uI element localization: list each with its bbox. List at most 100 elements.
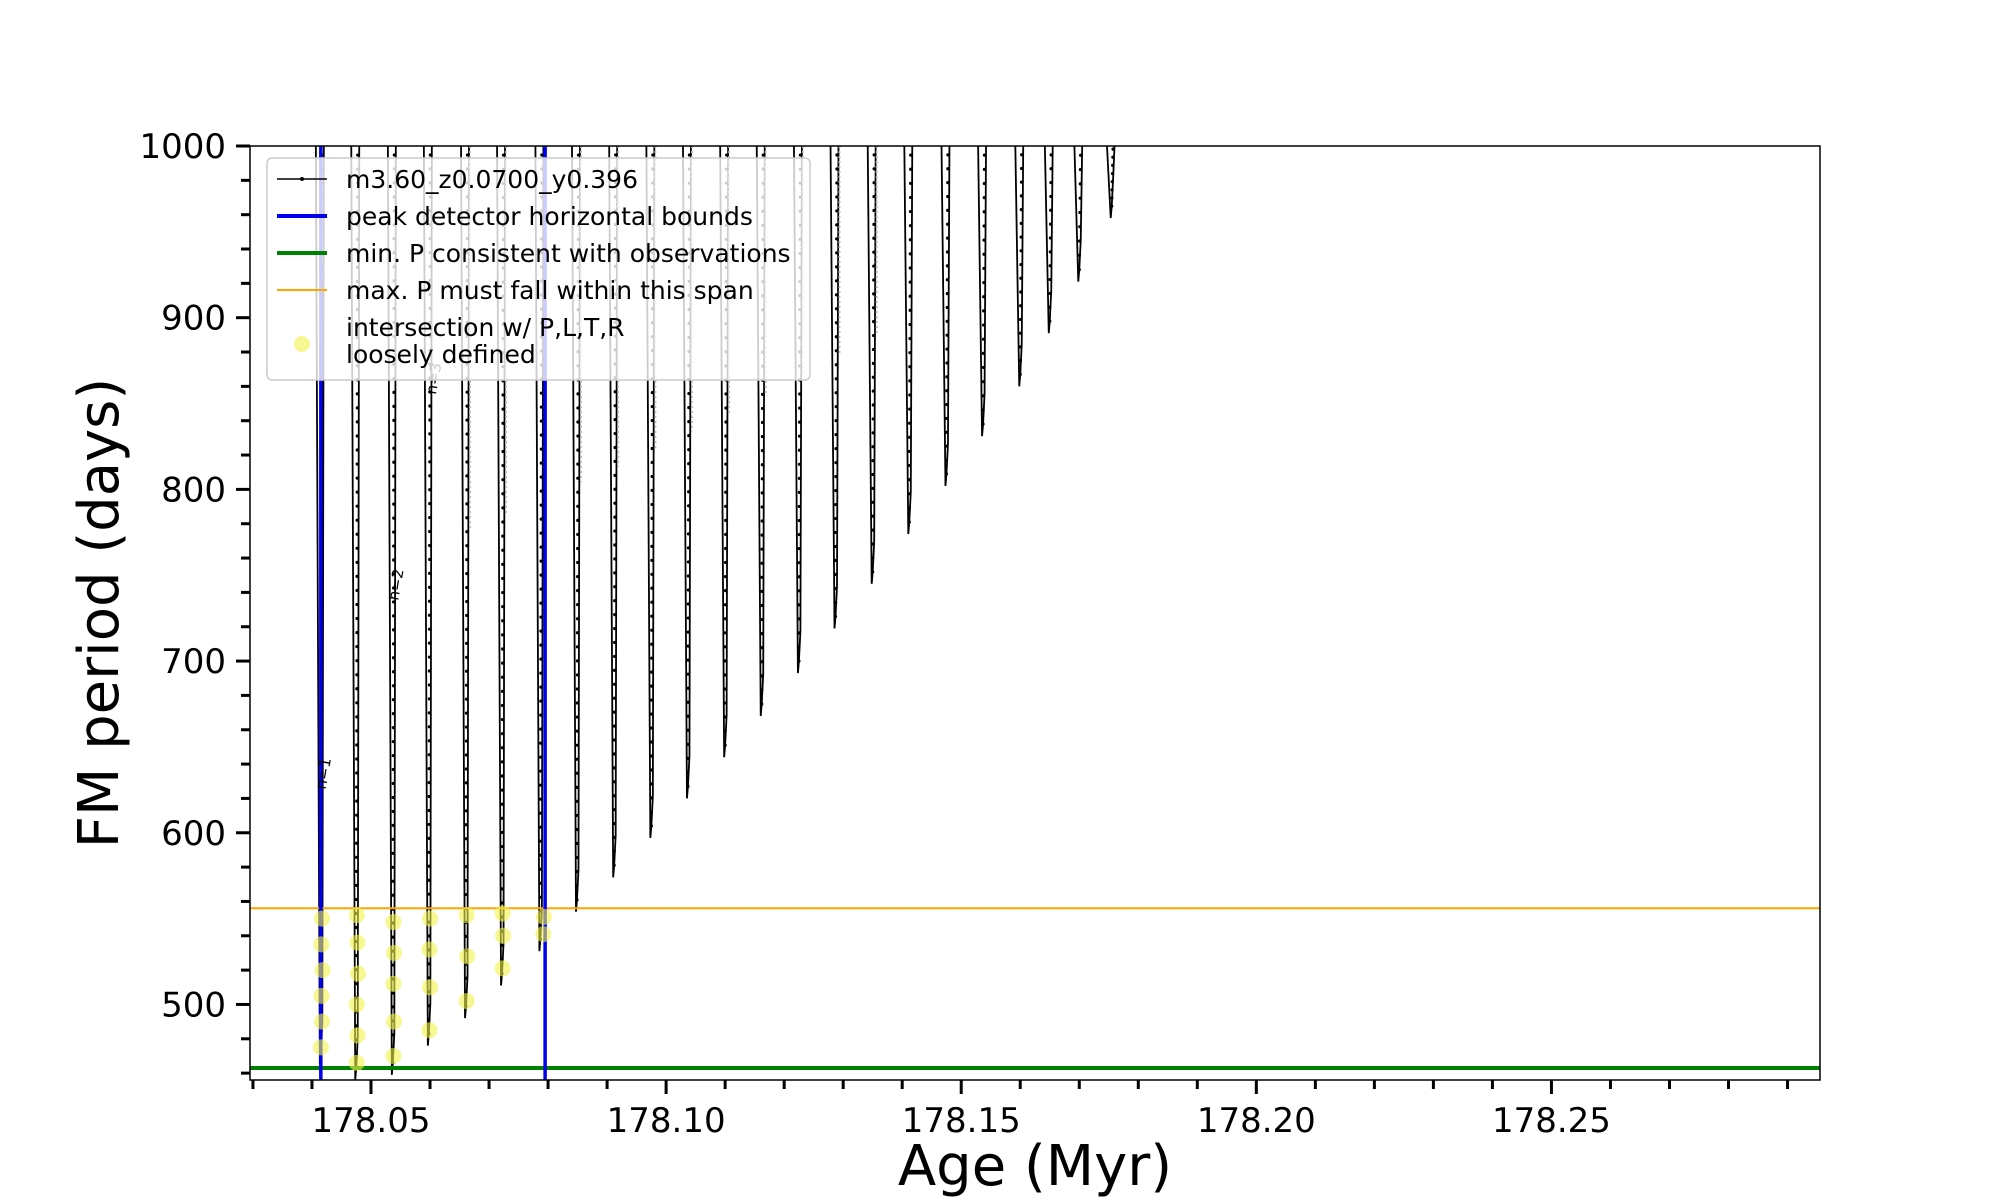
intersection-point bbox=[494, 960, 511, 977]
track-sample-point bbox=[500, 661, 505, 665]
track-sample-point bbox=[539, 461, 543, 465]
track-sample-point bbox=[872, 264, 876, 268]
track-sample-point bbox=[650, 418, 654, 423]
track-sample-point bbox=[539, 517, 543, 521]
track-sample-point bbox=[835, 153, 839, 157]
track-sample-point bbox=[797, 603, 801, 607]
track-sample-point bbox=[945, 402, 949, 407]
track-sample-point bbox=[576, 532, 580, 537]
track-sample-point bbox=[981, 380, 985, 384]
track-sample-point bbox=[575, 898, 579, 902]
track-sample-point bbox=[834, 516, 838, 521]
track-sample-point bbox=[760, 617, 764, 622]
track-sample-point bbox=[392, 432, 396, 436]
track-sample-point bbox=[650, 474, 654, 479]
intersection-points bbox=[312, 905, 552, 1071]
track-sample-point bbox=[835, 237, 839, 241]
track-sample-point bbox=[908, 252, 912, 256]
track-sample-point bbox=[724, 420, 728, 424]
track-sample-point bbox=[355, 743, 359, 747]
intersection-point bbox=[535, 926, 552, 943]
track-sample-point bbox=[539, 475, 543, 479]
track-sample-point bbox=[464, 990, 468, 994]
track-sample-point bbox=[1050, 139, 1053, 142]
track-sample-point bbox=[908, 294, 912, 298]
cycle-annotation: n=2 bbox=[384, 567, 407, 601]
track-sample-point bbox=[944, 472, 949, 476]
track-sample-point bbox=[427, 585, 432, 589]
track-sample-point bbox=[1048, 291, 1052, 296]
track-sample-point bbox=[723, 743, 727, 747]
track-sample-point bbox=[872, 208, 876, 213]
track-sample-point bbox=[355, 785, 359, 789]
track-sample-point bbox=[1019, 249, 1023, 253]
track-sample-point bbox=[575, 603, 580, 607]
track-sample-point bbox=[391, 726, 395, 730]
track-sample-point bbox=[981, 422, 985, 426]
track-sample-point bbox=[760, 519, 764, 523]
track-sample-point bbox=[539, 587, 543, 591]
track-sample-point bbox=[724, 462, 728, 466]
track-sample-point bbox=[835, 265, 839, 269]
track-sample-point bbox=[724, 518, 728, 522]
track-sample-point bbox=[428, 404, 432, 408]
track-sample-point bbox=[464, 725, 469, 729]
track-sample-point bbox=[945, 361, 949, 365]
track-sample-point bbox=[797, 589, 801, 593]
track-sample-point bbox=[835, 181, 839, 185]
track-sample-point bbox=[650, 600, 654, 604]
track-sample-point bbox=[724, 406, 728, 410]
track-sample-point bbox=[354, 925, 359, 930]
track-sample-point bbox=[723, 645, 727, 649]
track-sample-point bbox=[575, 715, 579, 719]
track-sample-point bbox=[539, 391, 544, 395]
track-sample-point bbox=[427, 808, 431, 813]
track-sample-point bbox=[576, 504, 580, 508]
track-sample-point bbox=[1019, 276, 1023, 280]
track-sample-point bbox=[723, 603, 728, 607]
track-sample-point bbox=[391, 670, 396, 674]
intersection-point bbox=[385, 1047, 402, 1064]
track-sample-point bbox=[612, 696, 617, 700]
track-sample-point bbox=[1077, 268, 1081, 272]
track-cycle-descending bbox=[1043, 146, 1051, 334]
track-sample-point bbox=[427, 627, 432, 631]
track-sample-point bbox=[501, 435, 505, 439]
track-sample-point bbox=[427, 794, 431, 799]
track-cycle-descending bbox=[608, 146, 616, 878]
intersection-point bbox=[314, 910, 331, 927]
track-sample-point bbox=[575, 870, 579, 874]
track-sample-point bbox=[391, 991, 395, 995]
track-sample-point bbox=[465, 418, 469, 422]
track-sample-point bbox=[539, 545, 543, 549]
track-sample-point bbox=[871, 389, 875, 393]
track-sample-point bbox=[392, 446, 396, 450]
track-sample-point bbox=[649, 754, 654, 758]
track-sample-point bbox=[428, 529, 432, 534]
track-sample-point bbox=[354, 869, 359, 873]
track-sample-point bbox=[1049, 208, 1053, 212]
track-sample-point bbox=[797, 617, 801, 621]
track-sample-point bbox=[539, 615, 543, 619]
track-cycle-ascending bbox=[834, 146, 840, 617]
y-tick-label: 1000 bbox=[139, 127, 226, 167]
track-sample-point bbox=[575, 799, 579, 803]
track-sample-point bbox=[945, 278, 949, 282]
track-sample-point bbox=[1078, 196, 1082, 200]
track-sample-point bbox=[465, 669, 469, 673]
track-sample-point bbox=[981, 337, 986, 341]
track-sample-point bbox=[909, 167, 913, 171]
track-sample-point bbox=[650, 586, 654, 590]
track-sample-point bbox=[834, 502, 838, 507]
track-sample-point bbox=[871, 333, 876, 338]
track-sample-point bbox=[686, 518, 691, 522]
track-sample-point bbox=[427, 1004, 431, 1008]
track-sample-point bbox=[650, 684, 654, 688]
track-sample-point bbox=[945, 236, 950, 240]
track-sample-point bbox=[427, 753, 431, 757]
track-sample-point bbox=[576, 406, 580, 410]
track-sample-point bbox=[576, 462, 580, 466]
track-sample-point bbox=[427, 864, 431, 868]
track-sample-point bbox=[613, 626, 617, 631]
